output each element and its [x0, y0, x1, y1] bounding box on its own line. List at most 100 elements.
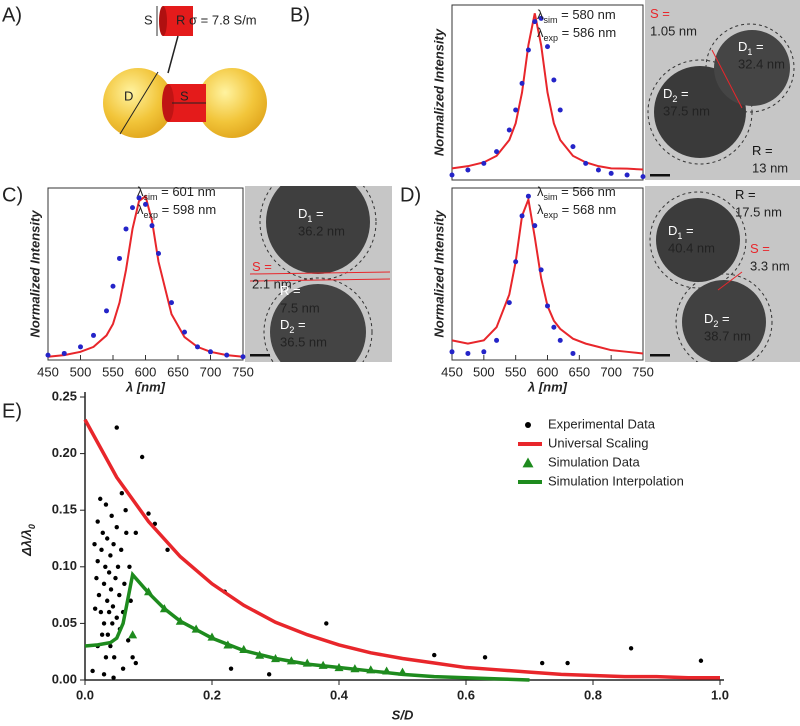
gap-line [711, 49, 743, 109]
image-label-part: R = [752, 143, 773, 158]
data-point [698, 658, 704, 663]
data-point [103, 564, 108, 569]
image-label-part: D [704, 311, 713, 326]
exp-point [78, 344, 83, 350]
panel-label: B) [290, 4, 310, 26]
tem-images [245, 0, 800, 362]
x-tick-label: 0.2 [203, 687, 221, 702]
image-label: 32.4 nm [738, 56, 785, 71]
x-tick-label: 500 [473, 364, 495, 379]
x-tick-label: 650 [167, 364, 189, 379]
data-point [105, 632, 111, 637]
x-tick-label: 600 [537, 364, 559, 379]
particle [682, 280, 766, 362]
annotation-part: = 566 nm [558, 184, 616, 199]
data-point [123, 508, 128, 513]
image-label-part: D [663, 86, 672, 101]
annotation-part: sim [544, 192, 558, 202]
x-axis-label: λ [nm] [125, 379, 166, 394]
exp-point [169, 300, 174, 306]
image-label: D1 = [668, 223, 694, 241]
panel-label: C) [2, 184, 23, 206]
dimension-line [119, 71, 159, 135]
data-point [101, 581, 107, 586]
image-label: 2.1 nm [252, 276, 292, 291]
annotation-part: exp [544, 33, 559, 43]
data-point [146, 511, 151, 516]
image-label: D1 = [738, 39, 764, 57]
particle [656, 198, 740, 282]
image-label: 36.5 nm [280, 334, 327, 349]
image-label-part: D [280, 317, 289, 332]
legend-swatch [522, 457, 534, 468]
annotation-part: = 601 nm [158, 184, 216, 199]
exp-point [525, 193, 531, 199]
x-tick-label: 0.4 [330, 687, 349, 702]
exp-point [449, 172, 455, 178]
data-point [106, 609, 112, 615]
panel-a: A) S R σ = 7.8 S/m D S [2, 4, 267, 138]
y-axis-label: Normalized Intensity [431, 210, 446, 338]
annotation-part: λ [537, 184, 544, 199]
data-point [92, 606, 98, 611]
data-point [266, 672, 272, 677]
annotation: λsim = 580 nm [537, 7, 616, 25]
data-point [540, 660, 545, 666]
outline [649, 191, 747, 289]
image-label: D2 = [704, 311, 730, 329]
exp-point [506, 127, 512, 133]
sim-line [451, 195, 644, 355]
data-point [139, 454, 145, 460]
exp-point [110, 283, 116, 289]
image-label-part: D [738, 39, 747, 54]
y-tick-label: 0.25 [52, 388, 77, 403]
image-label: D2 = [280, 317, 306, 335]
cylinder-end [159, 6, 167, 36]
exp-point [156, 251, 161, 257]
cylinder-icon [163, 6, 193, 36]
exp-point [136, 195, 142, 201]
image-label: 17.5 nm [735, 204, 782, 219]
data-point [103, 502, 109, 507]
data-point [124, 530, 129, 536]
label-s: S [144, 12, 153, 27]
data-point [100, 530, 105, 536]
annotation: λexp = 568 nm [537, 202, 616, 220]
exp-point [494, 337, 500, 343]
exp-point [465, 350, 471, 356]
label-r: R [176, 12, 185, 27]
x-tick-label: 700 [200, 364, 222, 379]
x-tick-label: 550 [505, 364, 527, 379]
y-axis-label: Δλ/λ0 [19, 524, 37, 557]
annotation-part: sim [144, 192, 158, 202]
image-label: S = [750, 241, 770, 256]
data-point [127, 564, 132, 569]
image-label-part: D [298, 206, 307, 221]
exp-point [45, 352, 51, 358]
exp-point [640, 174, 646, 180]
data-point [110, 604, 116, 609]
y-tick-label: 0.05 [52, 615, 77, 630]
exp-point [182, 329, 187, 335]
exp-point [583, 160, 589, 166]
data-point [110, 621, 115, 626]
panel-label: D) [400, 184, 421, 206]
legend-swatch [525, 422, 531, 428]
exp-point [525, 47, 531, 53]
data-point [119, 491, 125, 496]
data-point [120, 666, 126, 671]
exp-point [538, 15, 544, 21]
image-label-part: = [752, 39, 763, 54]
data-point [112, 655, 117, 660]
exp-point [449, 349, 455, 355]
data-point [95, 519, 100, 524]
image-label: 36.2 nm [298, 223, 345, 238]
data-point [111, 541, 116, 547]
data-point [565, 660, 570, 666]
exp-point [545, 44, 550, 50]
data-point [98, 609, 104, 615]
exp-point [494, 149, 500, 155]
x-tick-label: 750 [232, 364, 254, 379]
data-point [103, 655, 109, 660]
cylinder-end [162, 84, 174, 122]
